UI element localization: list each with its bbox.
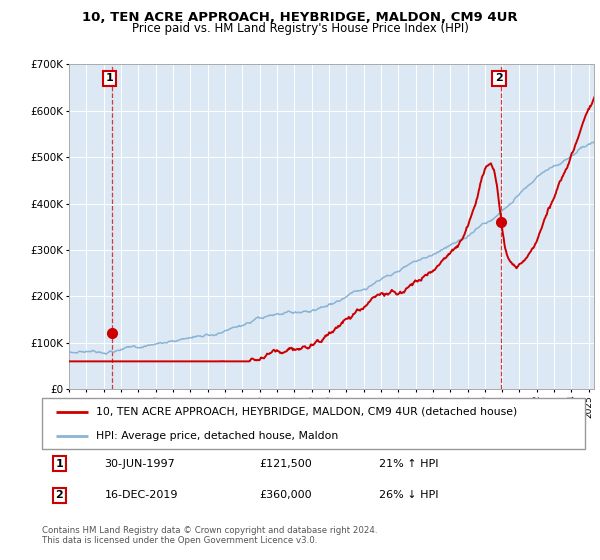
- Text: 30-JUN-1997: 30-JUN-1997: [104, 459, 175, 469]
- Text: Price paid vs. HM Land Registry's House Price Index (HPI): Price paid vs. HM Land Registry's House …: [131, 22, 469, 35]
- Text: 2: 2: [56, 490, 64, 500]
- Text: 1: 1: [56, 459, 64, 469]
- FancyBboxPatch shape: [42, 398, 585, 449]
- Text: Contains HM Land Registry data © Crown copyright and database right 2024.: Contains HM Land Registry data © Crown c…: [42, 526, 377, 535]
- Text: 21% ↑ HPI: 21% ↑ HPI: [379, 459, 438, 469]
- Text: £360,000: £360,000: [259, 490, 312, 500]
- Text: 26% ↓ HPI: 26% ↓ HPI: [379, 490, 438, 500]
- Text: 16-DEC-2019: 16-DEC-2019: [104, 490, 178, 500]
- Text: 2: 2: [495, 73, 503, 83]
- Text: This data is licensed under the Open Government Licence v3.0.: This data is licensed under the Open Gov…: [42, 536, 317, 545]
- Text: HPI: Average price, detached house, Maldon: HPI: Average price, detached house, Mald…: [97, 431, 338, 441]
- Text: 10, TEN ACRE APPROACH, HEYBRIDGE, MALDON, CM9 4UR: 10, TEN ACRE APPROACH, HEYBRIDGE, MALDON…: [82, 11, 518, 24]
- Text: £121,500: £121,500: [259, 459, 312, 469]
- Text: 1: 1: [106, 73, 113, 83]
- Text: 10, TEN ACRE APPROACH, HEYBRIDGE, MALDON, CM9 4UR (detached house): 10, TEN ACRE APPROACH, HEYBRIDGE, MALDON…: [97, 407, 518, 417]
